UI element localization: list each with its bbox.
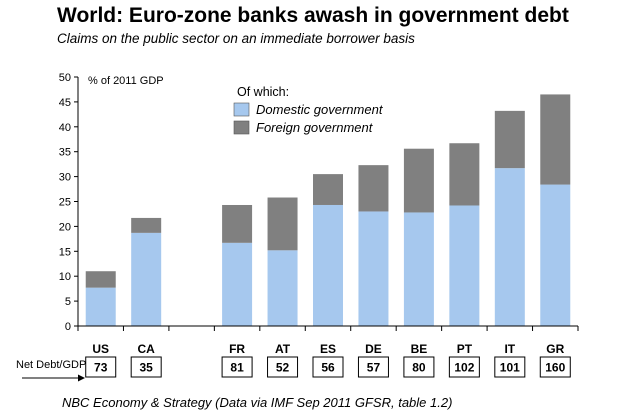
category-label: CA: [138, 342, 156, 356]
bar-domestic-fr: [222, 242, 253, 326]
legend-title: Of which:: [237, 85, 289, 99]
net-debt-arrow-head: [78, 374, 85, 382]
bar-domestic-at: [267, 250, 298, 326]
bar-domestic-it: [494, 168, 525, 326]
net-debt-box: [267, 356, 299, 378]
y-tick-label: 20: [59, 221, 71, 233]
category-label: BE: [411, 342, 428, 356]
bar-domestic-de: [358, 211, 389, 326]
bar-domestic-us: [85, 287, 116, 326]
net-debt-box: [85, 356, 117, 378]
category-label: US: [92, 342, 109, 356]
net-debt-value: 35: [140, 361, 154, 375]
net-debt-value: 57: [367, 361, 381, 375]
chart-subtitle: Claims on the public sector on an immedi…: [57, 31, 415, 46]
net-debt-value: 160: [545, 361, 565, 375]
y-tick-label: 10: [59, 271, 71, 283]
bar-foreign-de: [358, 165, 389, 212]
y-tick-label: 0: [65, 321, 71, 333]
y-tick-label: 25: [59, 197, 71, 209]
bar-foreign-it: [494, 110, 525, 169]
net-debt-value: 101: [500, 361, 520, 375]
net-debt-value: 102: [454, 361, 474, 375]
net-debt-box: [221, 356, 253, 378]
bar-foreign-gr: [540, 94, 571, 185]
chart-title: World: Euro-zone banks awash in governme…: [57, 4, 569, 27]
y-tick-label: 15: [59, 246, 71, 258]
net-debt-label: Net Debt/GDP: [16, 359, 86, 371]
legend-label-foreign: Foreign government: [256, 120, 374, 135]
category-label: GR: [546, 342, 564, 356]
category-label: PT: [457, 342, 473, 356]
legend-swatch-foreign: [233, 120, 250, 135]
legend-swatch-domestic: [233, 102, 250, 117]
bar-domestic-pt: [449, 205, 480, 326]
net-debt-box: [357, 356, 389, 378]
net-debt-value: 73: [94, 361, 108, 375]
source-note: NBC Economy & Strategy (Data via IMF Sep…: [62, 395, 453, 410]
y-tick-label: 35: [59, 147, 71, 159]
category-label: ES: [320, 342, 336, 356]
net-debt-value: 56: [321, 361, 335, 375]
y-tick-label: 45: [59, 97, 71, 109]
y-tick-label: 50: [59, 72, 71, 84]
bar-domestic-be: [403, 212, 434, 326]
bar-domestic-gr: [540, 184, 571, 326]
legend-label-domestic: Domestic government: [256, 102, 384, 117]
net-debt-value: 81: [230, 361, 244, 375]
bar-foreign-ca: [131, 217, 162, 233]
y-tick-label: 5: [65, 296, 71, 308]
net-debt-value: 52: [276, 361, 290, 375]
bar-foreign-es: [313, 174, 343, 205]
bar-foreign-at: [267, 197, 298, 251]
y-tick-label: 40: [59, 122, 71, 134]
category-label: AT: [275, 342, 291, 356]
bar-foreign-us: [85, 271, 116, 288]
bar-domestic-ca: [131, 232, 162, 326]
net-debt-box: [539, 356, 571, 378]
net-debt-box: [448, 356, 480, 378]
net-debt-box: [130, 356, 162, 378]
y-tick-label: 30: [59, 172, 71, 184]
bar-domestic-es: [313, 204, 343, 326]
net-debt-box: [312, 356, 344, 378]
bar-foreign-fr: [222, 204, 253, 243]
bar-foreign-pt: [449, 143, 480, 206]
category-label: FR: [229, 342, 245, 356]
category-label: IT: [504, 342, 515, 356]
net-debt-value: 80: [412, 361, 426, 375]
bar-foreign-be: [403, 148, 434, 213]
category-label: DE: [365, 342, 382, 356]
net-debt-box: [403, 356, 435, 378]
net-debt-box: [494, 356, 526, 378]
y-unit-label: % of 2011 GDP: [88, 75, 164, 87]
